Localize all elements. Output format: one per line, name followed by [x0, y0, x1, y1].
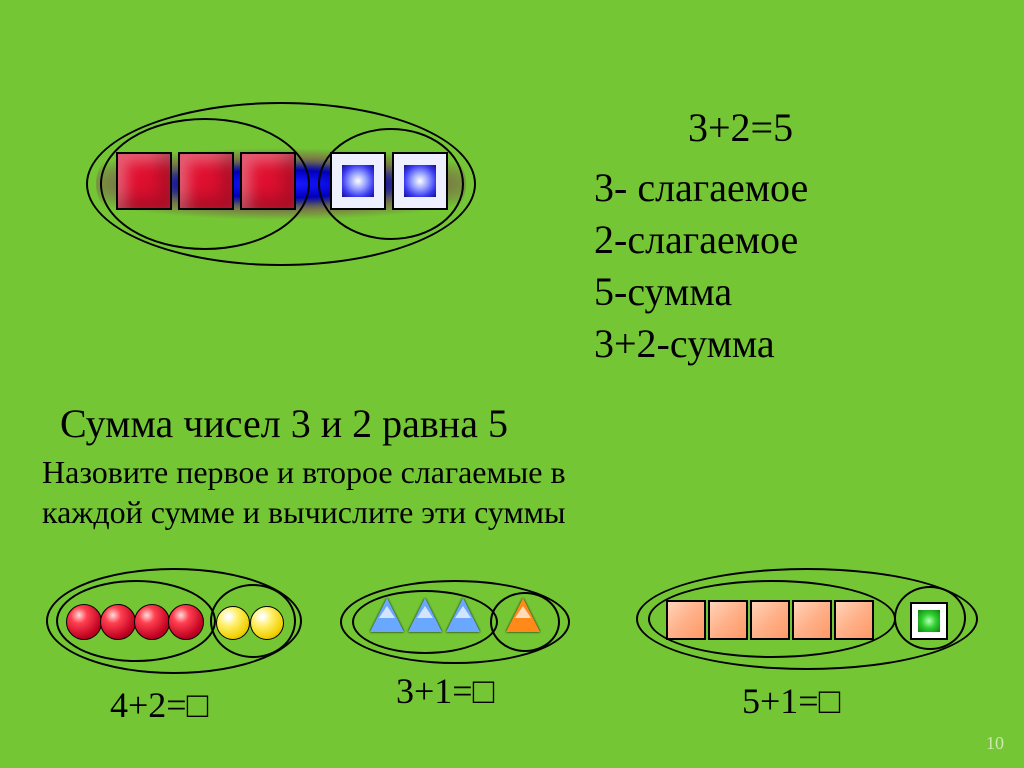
- page-number: 10: [986, 733, 1004, 754]
- p2-equation: 3+1=□: [396, 670, 494, 712]
- main-equation: 3+2=5: [688, 104, 793, 151]
- green-square: [910, 602, 948, 640]
- blue-triangle: [446, 598, 480, 632]
- peach-square: [792, 600, 832, 640]
- p1-equation: 4+2=□: [110, 684, 208, 726]
- blue-square: [392, 152, 448, 210]
- red-ball: [168, 604, 204, 640]
- term-label-3: 5-сумма: [594, 268, 732, 315]
- yellow-ball: [216, 606, 250, 640]
- orange-triangle: [506, 598, 540, 632]
- peach-square: [834, 600, 874, 640]
- term-label-2: 2-слагаемое: [594, 216, 798, 263]
- p3-equation: 5+1=□: [742, 680, 840, 722]
- red-ball: [100, 604, 136, 640]
- term-label-4: 3+2-сумма: [594, 320, 775, 367]
- peach-square: [666, 600, 706, 640]
- blue-triangle: [408, 598, 442, 632]
- peach-square: [750, 600, 790, 640]
- red-square: [178, 152, 234, 210]
- red-ball: [134, 604, 170, 640]
- term-label-1: 3- слагаемое: [594, 164, 808, 211]
- instruction-line-2: каждой сумме и вычислите эти суммы: [42, 494, 565, 531]
- red-square: [240, 152, 296, 210]
- yellow-ball: [250, 606, 284, 640]
- sum-statement: Сумма чисел 3 и 2 равна 5: [60, 400, 508, 447]
- peach-square: [708, 600, 748, 640]
- red-ball: [66, 604, 102, 640]
- instruction-line-1: Назовите первое и второе слагаемые в: [42, 454, 566, 491]
- red-square: [116, 152, 172, 210]
- blue-square: [330, 152, 386, 210]
- blue-triangle: [370, 598, 404, 632]
